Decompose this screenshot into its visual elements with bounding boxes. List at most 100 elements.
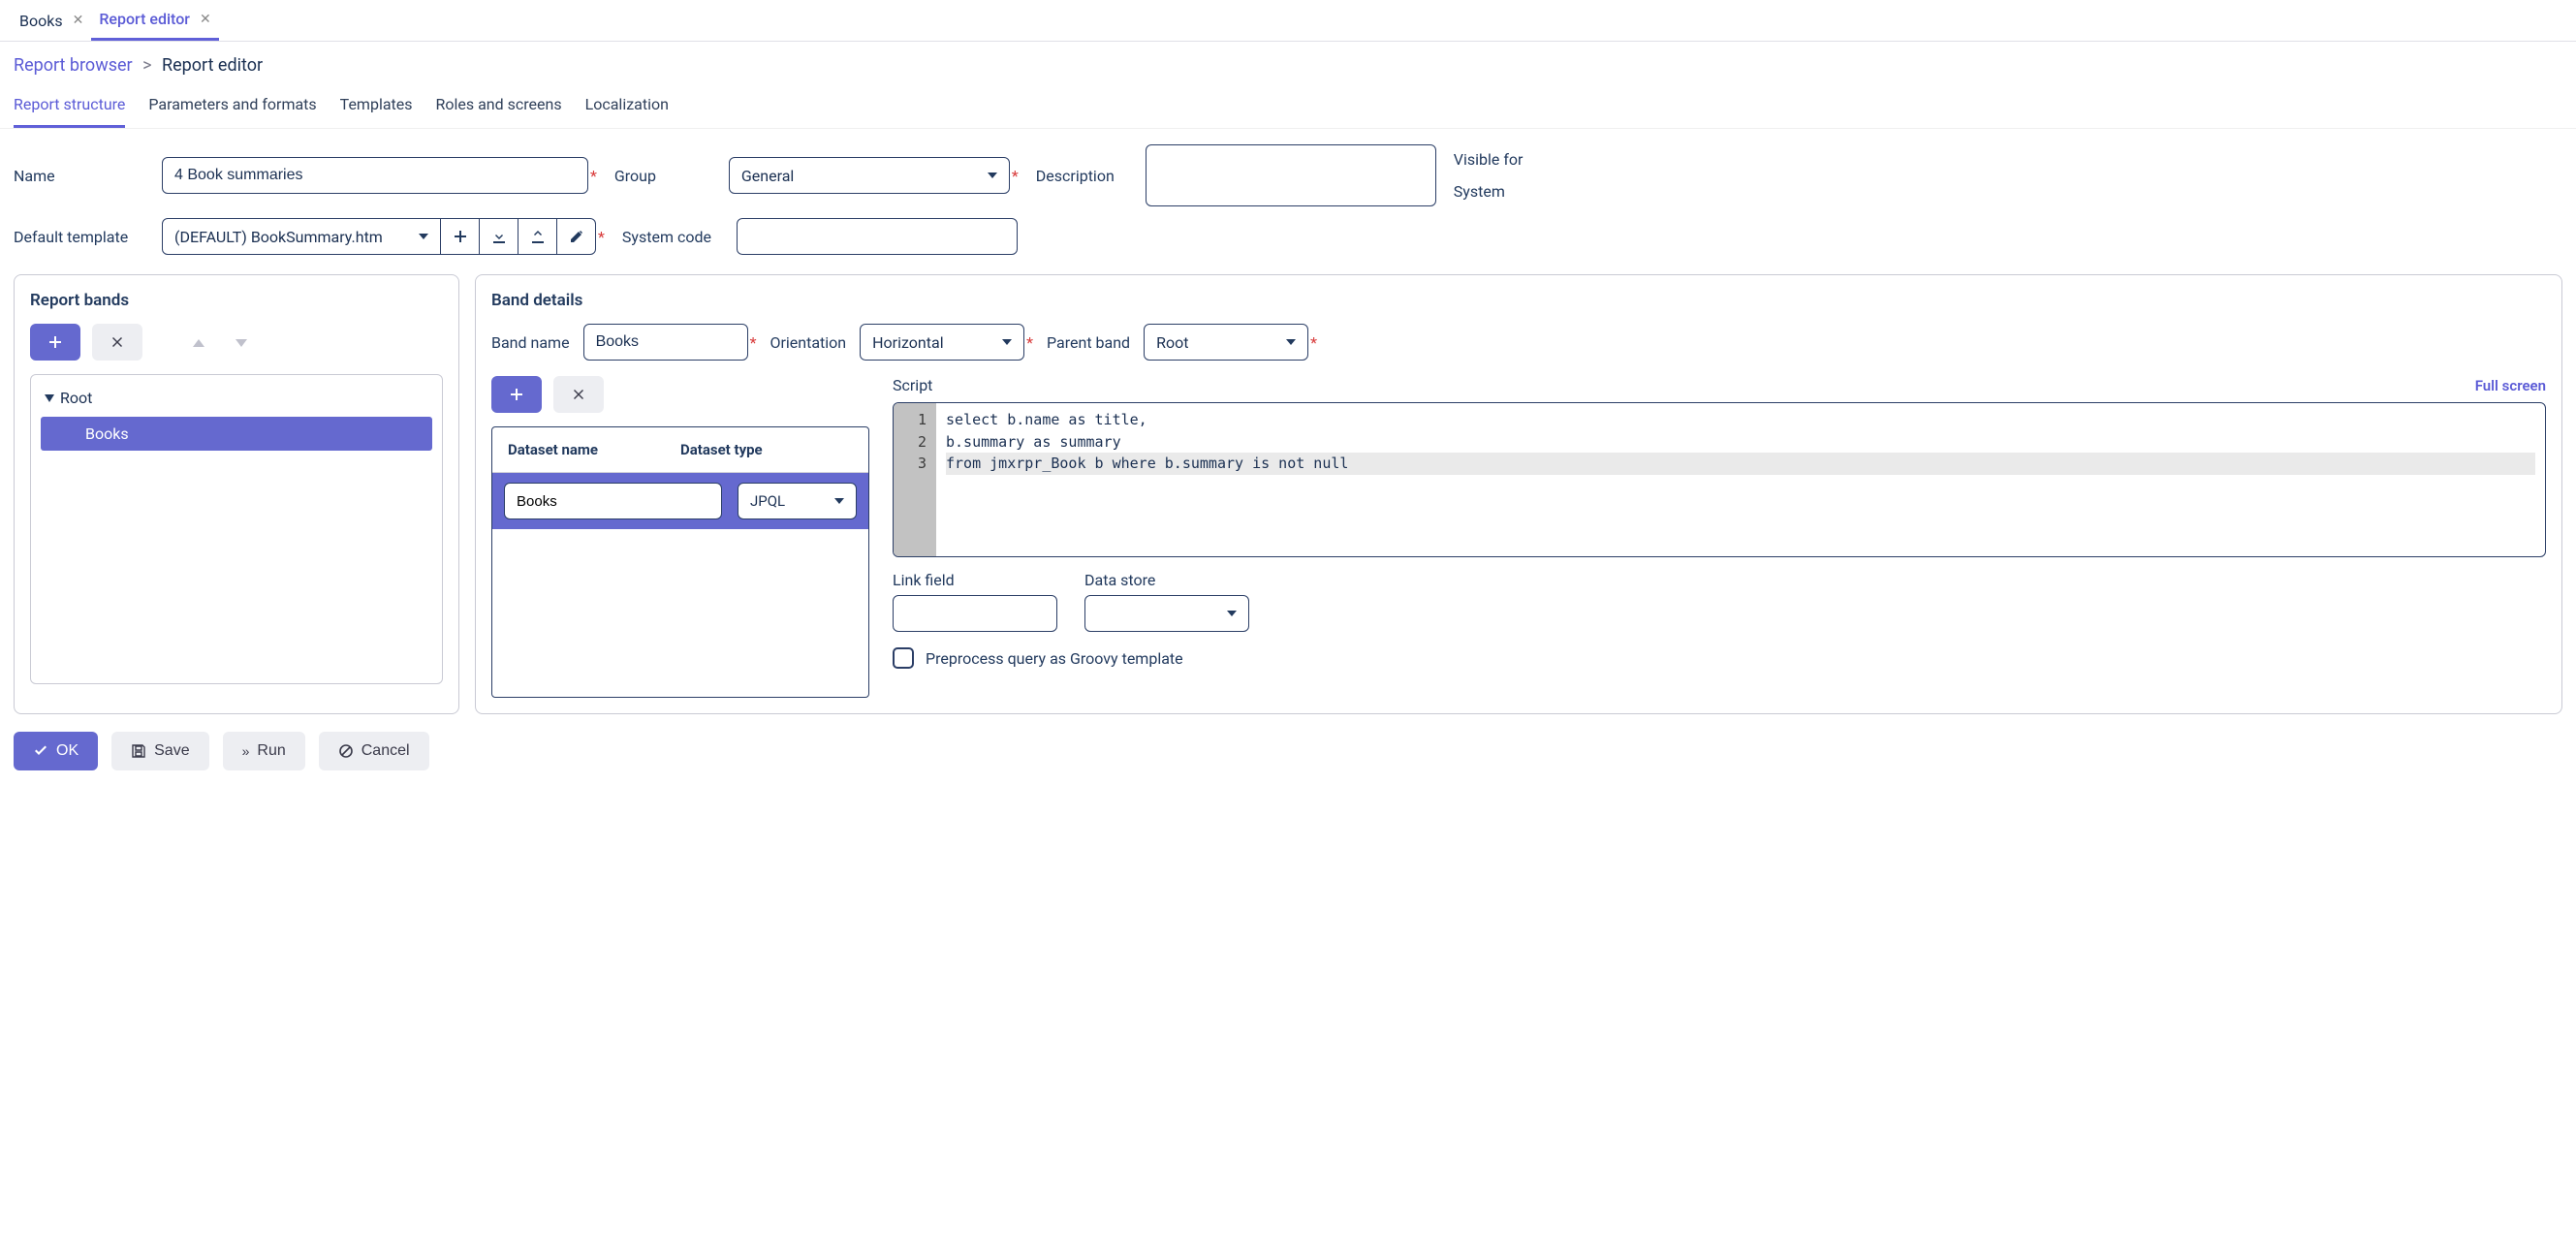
save-label: Save (154, 742, 189, 760)
remove-band-button[interactable] (92, 324, 142, 361)
plus-icon (509, 387, 524, 402)
name-label: Name (14, 167, 144, 185)
tab-report-structure[interactable]: Report structure (14, 87, 125, 128)
chevron-down-icon (1227, 611, 1237, 616)
dataset-name-input[interactable] (504, 483, 722, 519)
chevron-down-icon (1286, 339, 1296, 345)
required-icon: * (590, 167, 597, 185)
close-icon (110, 334, 125, 350)
move-down-button[interactable] (226, 333, 257, 351)
close-icon[interactable]: ✕ (73, 13, 84, 28)
system-code-input[interactable] (737, 218, 1018, 255)
tree-root-node[interactable]: Root (31, 383, 442, 413)
tab-label: Books (19, 12, 63, 30)
default-template-label: Default template (14, 228, 144, 246)
cancel-label: Cancel (361, 742, 410, 760)
preprocess-checkbox[interactable] (893, 647, 914, 669)
caret-down-icon (45, 394, 54, 402)
bottom-button-bar: OK Save » Run Cancel (0, 732, 2576, 788)
close-icon[interactable]: ✕ (200, 12, 211, 27)
tree-root-label: Root (60, 389, 92, 407)
run-label: Run (257, 742, 285, 760)
link-field-input[interactable] (893, 595, 1057, 632)
preprocess-label: Preprocess query as Groovy template (926, 649, 1183, 668)
default-template-select[interactable]: (DEFAULT) BookSummary.htm (162, 218, 441, 255)
band-name-label: Band name (491, 333, 570, 352)
parent-band-select[interactable]: Root (1144, 324, 1308, 361)
band-details-panel: Band details Band name * Orientation Hor… (475, 274, 2562, 714)
sub-tab-bar: Report structure Parameters and formats … (0, 81, 2576, 129)
fullscreen-button[interactable]: Full screen (2475, 377, 2546, 394)
report-bands-title: Report bands (30, 291, 443, 310)
line-gutter: 123 (894, 403, 936, 556)
default-template-value: (DEFAULT) BookSummary.htm (174, 228, 383, 246)
group-label: Group (614, 167, 711, 185)
description-input[interactable] (1146, 144, 1436, 206)
dataset-table: Dataset name Dataset type JPQL (491, 426, 869, 698)
chevron-down-icon (834, 498, 844, 504)
parent-band-value: Root (1156, 333, 1188, 352)
template-upload-button[interactable] (518, 218, 557, 255)
tab-localization[interactable]: Localization (585, 87, 669, 128)
template-edit-button[interactable] (557, 218, 596, 255)
system-label: System (1454, 182, 1524, 201)
tree-item-books[interactable]: Books (41, 417, 432, 451)
add-band-button[interactable] (30, 324, 80, 361)
tab-report-editor[interactable]: Report editor ✕ (91, 0, 218, 41)
template-download-button[interactable] (480, 218, 518, 255)
ok-label: OK (56, 742, 79, 760)
template-add-button[interactable] (441, 218, 480, 255)
edit-icon (569, 229, 584, 244)
remove-dataset-button[interactable] (553, 376, 604, 413)
data-store-label: Data store (1084, 571, 1249, 589)
data-store-select[interactable] (1084, 595, 1249, 632)
required-icon: * (750, 333, 757, 352)
required-icon: * (1026, 333, 1033, 352)
move-up-button[interactable] (183, 333, 214, 351)
plus-icon (47, 334, 63, 350)
tab-templates[interactable]: Templates (340, 87, 413, 128)
tab-roles[interactable]: Roles and screens (436, 87, 562, 128)
group-select[interactable]: General (729, 157, 1010, 194)
tab-parameters[interactable]: Parameters and formats (148, 87, 316, 128)
ok-button[interactable]: OK (14, 732, 98, 770)
add-dataset-button[interactable] (491, 376, 542, 413)
script-column: Script Full screen 123 select b.name as … (893, 376, 2546, 698)
col-dataset-type: Dataset type (680, 441, 853, 458)
save-icon (131, 743, 146, 759)
check-icon (33, 743, 48, 759)
top-tab-bar: Books ✕ Report editor ✕ (0, 0, 2576, 42)
caret-down-icon (236, 339, 247, 347)
dataset-type-value: JPQL (750, 492, 785, 510)
breadcrumb-current: Report editor (162, 55, 263, 76)
dataset-type-select[interactable]: JPQL (738, 483, 857, 519)
plus-icon (453, 229, 468, 244)
band-name-input[interactable] (583, 324, 748, 361)
orientation-select[interactable]: Horizontal (860, 324, 1024, 361)
bands-tree: Root Books (30, 374, 443, 684)
run-icon: » (242, 743, 250, 759)
breadcrumb-separator: > (137, 55, 157, 76)
form-area: Name * Group General * Description Visib… (0, 129, 2576, 255)
col-dataset-name: Dataset name (508, 441, 680, 458)
name-input[interactable] (162, 157, 588, 194)
breadcrumb-parent[interactable]: Report browser (14, 55, 133, 76)
run-button[interactable]: » Run (223, 732, 305, 770)
chevron-down-icon (988, 173, 997, 178)
script-label: Script (893, 376, 932, 394)
system-code-label: System code (622, 228, 719, 246)
script-editor[interactable]: 123 select b.name as title, b.summary as… (893, 402, 2546, 557)
code-body[interactable]: select b.name as title, b.summary as sum… (936, 403, 2545, 556)
chevron-down-icon (419, 234, 428, 239)
orientation-value: Horizontal (872, 333, 943, 352)
close-icon (571, 387, 586, 402)
required-icon: * (1310, 333, 1317, 352)
save-button[interactable]: Save (111, 732, 208, 770)
band-details-title: Band details (491, 291, 2546, 310)
cancel-button[interactable]: Cancel (319, 732, 429, 770)
required-icon: * (598, 228, 605, 246)
tab-books[interactable]: Books ✕ (12, 0, 91, 41)
caret-up-icon (193, 339, 204, 347)
description-label: Description (1036, 167, 1128, 185)
dataset-row[interactable]: JPQL (492, 473, 868, 529)
